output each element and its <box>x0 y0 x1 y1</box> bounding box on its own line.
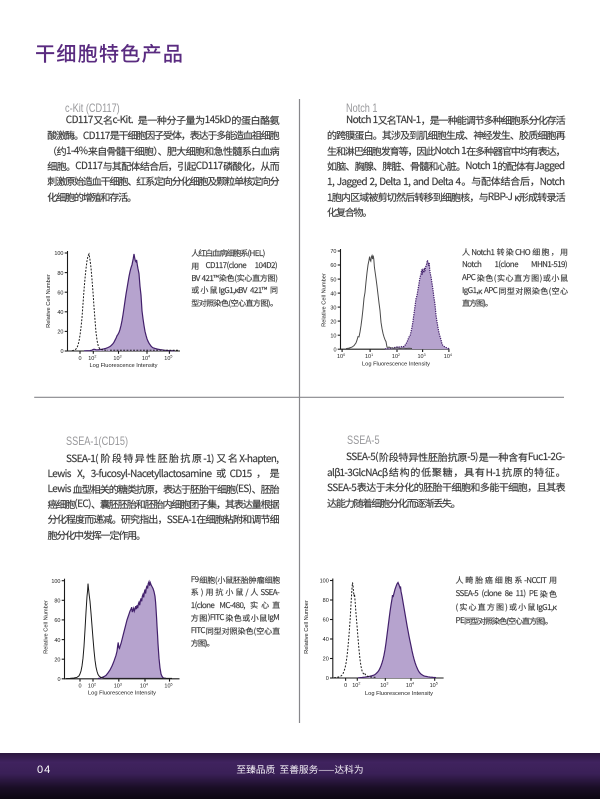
svg-text:104: 104 <box>142 355 150 362</box>
svg-text:105: 105 <box>164 682 172 689</box>
svg-text:100: 100 <box>320 579 329 585</box>
svg-text:40: 40 <box>330 291 336 297</box>
svg-text:Log Fluorescence Intensity: Log Fluorescence Intensity <box>362 361 430 367</box>
svg-text:102: 102 <box>88 682 96 689</box>
svg-text:80: 80 <box>323 598 329 604</box>
svg-text:105: 105 <box>430 682 438 689</box>
svg-text:0: 0 <box>78 356 81 362</box>
svg-text:Log Fluorescence Intensity: Log Fluorescence Intensity <box>88 691 156 697</box>
svg-text:40: 40 <box>57 310 63 316</box>
svg-text:Relative Cell Number: Relative Cell Number <box>44 600 50 654</box>
svg-text:30: 30 <box>330 305 336 311</box>
svg-text:0: 0 <box>57 677 60 683</box>
svg-text:80: 80 <box>57 271 63 277</box>
svg-text:102: 102 <box>392 353 400 360</box>
svg-text:Log Fluorescence Intensity: Log Fluorescence Intensity <box>90 363 158 369</box>
svg-text:100: 100 <box>337 353 345 360</box>
svg-text:0: 0 <box>78 684 81 690</box>
svg-text:104: 104 <box>406 682 414 689</box>
svg-text:20: 20 <box>57 330 63 336</box>
svg-text:104: 104 <box>444 353 452 360</box>
svg-text:Relative Cell Number: Relative Cell Number <box>304 600 310 654</box>
svg-text:103: 103 <box>114 682 122 689</box>
svg-text:100: 100 <box>54 251 63 257</box>
svg-text:0: 0 <box>326 676 329 682</box>
svg-text:Log Fluorescence Intensity: Log Fluorescence Intensity <box>365 691 433 697</box>
svg-text:60: 60 <box>54 618 60 624</box>
svg-text:40: 40 <box>323 637 329 643</box>
svg-text:102: 102 <box>352 682 360 689</box>
svg-text:60: 60 <box>57 290 63 296</box>
svg-text:10: 10 <box>330 333 336 339</box>
svg-text:0: 0 <box>60 349 63 355</box>
svg-text:0: 0 <box>333 347 336 353</box>
svg-text:104: 104 <box>140 682 148 689</box>
svg-text:50: 50 <box>330 277 336 283</box>
svg-text:80: 80 <box>54 599 60 605</box>
svg-text:0: 0 <box>344 683 347 689</box>
svg-text:101: 101 <box>365 353 373 360</box>
svg-text:100: 100 <box>51 579 60 585</box>
svg-text:103: 103 <box>113 355 121 362</box>
svg-text:102: 102 <box>88 355 96 362</box>
svg-text:103: 103 <box>380 682 388 689</box>
svg-text:Relative Cell Number: Relative Cell Number <box>46 274 52 328</box>
svg-text:Relative Cell Number: Relative Cell Number <box>322 273 328 327</box>
svg-text:70: 70 <box>330 249 336 255</box>
svg-text:20: 20 <box>54 657 60 663</box>
svg-text:103: 103 <box>418 353 426 360</box>
svg-text:20: 20 <box>330 319 336 325</box>
svg-text:60: 60 <box>330 263 336 269</box>
svg-text:105: 105 <box>164 355 172 362</box>
svg-text:20: 20 <box>323 657 329 663</box>
svg-text:40: 40 <box>54 638 60 644</box>
svg-text:60: 60 <box>323 618 329 624</box>
